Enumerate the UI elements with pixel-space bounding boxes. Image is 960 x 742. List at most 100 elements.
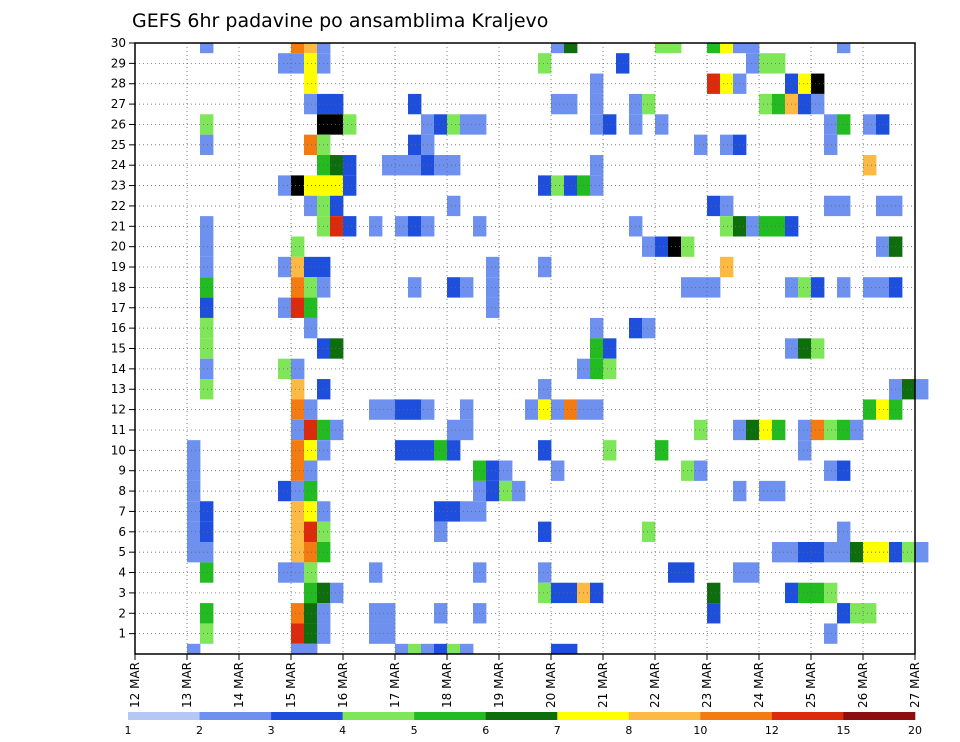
precip-cell [538,53,552,74]
precip-cell [447,419,461,441]
precip-cell [811,541,825,563]
colorbar-segment [557,712,630,720]
colorbar-segment [271,712,343,720]
precip-cell [460,643,474,654]
precip-cell [694,277,708,298]
precip-cell [291,175,305,196]
precip-cell [538,562,552,583]
precip-cell [798,277,812,298]
colorbar-segment [843,712,916,720]
precip-cell [512,480,526,502]
precip-cell [486,256,500,278]
x-tick-label: 24 MAR [752,662,766,708]
precip-cell [200,379,214,400]
precip-cell [304,440,318,461]
precip-cell [200,114,214,135]
y-tick-label: 26 [111,117,126,131]
precip-cell [551,460,565,481]
precip-cell [304,521,318,542]
precip-cell [382,155,396,176]
precip-cell [798,440,812,461]
precip-cell [330,582,344,604]
precip-cell [824,134,838,156]
precip-cell [863,277,877,298]
precip-cell [811,93,825,115]
precip-cell [304,643,318,654]
precip-cell [811,582,825,604]
precip-cell [590,358,604,380]
precip-cell [798,73,812,94]
precip-cell [434,501,448,522]
y-tick-label: 29 [111,56,126,70]
precip-cell [590,175,604,196]
precip-cell [187,501,201,522]
precip-cell [330,338,344,359]
precip-cell [304,297,318,318]
precip-cell [798,419,812,441]
precip-cell [343,175,357,196]
precip-cell [811,277,825,298]
precip-cell [408,216,422,237]
precip-cell [720,216,734,237]
precip-cell [655,114,669,135]
precip-cell [395,399,409,420]
precip-cell [291,43,305,54]
precip-cell [590,93,604,115]
precip-cell [876,236,890,257]
precip-cell [382,399,396,420]
precip-cell [200,317,214,339]
x-tick-label: 21 MAR [596,662,610,708]
precip-cell [759,93,773,115]
precip-cell [304,195,318,217]
y-tick-label: 8 [118,484,126,498]
precip-cell [200,358,214,380]
precip-cell [304,53,318,74]
y-axis: 1234567891011121314151617181920212223242… [111,36,135,641]
precip-cell [720,43,734,54]
precip-cell [330,93,344,115]
precip-cell [746,43,760,54]
precip-cell [447,155,461,176]
precip-cell [434,155,448,176]
precip-cell [564,93,578,115]
precip-cell [408,440,422,461]
precip-cell [616,53,630,74]
precip-cell [304,480,318,502]
precip-cell [447,643,461,654]
precip-cell [720,256,734,278]
precip-cell [304,623,318,644]
colorbar-segment [414,712,487,720]
heatmap-cells [187,43,929,654]
y-tick-label: 9 [118,464,126,478]
precip-cell [304,603,318,624]
precip-cell [291,623,305,644]
y-tick-label: 27 [111,97,126,111]
y-tick-label: 14 [111,362,126,376]
precip-cell [668,43,682,54]
precip-cell [590,114,604,135]
precip-cell [746,419,760,441]
precip-cell [200,541,214,563]
precip-cell [460,277,474,298]
precip-cell [278,297,292,318]
precip-cell [850,419,864,441]
precip-cell [304,93,318,115]
precip-cell [603,440,617,461]
x-tick-label: 16 MAR [336,662,350,708]
colorbar-segment [199,712,272,720]
precip-cell [434,643,448,654]
precip-cell [200,134,214,156]
precip-cell [304,43,318,54]
precip-cell [304,562,318,583]
precip-cell [460,501,474,522]
precip-cell [447,440,461,461]
precip-cell [863,155,877,176]
precip-cell [291,541,305,563]
precip-cell [447,114,461,135]
precip-cell [200,521,214,542]
colorbar-label: 6 [482,724,489,737]
precip-cell [330,195,344,217]
precip-cell [707,73,721,94]
precip-cell [772,93,786,115]
